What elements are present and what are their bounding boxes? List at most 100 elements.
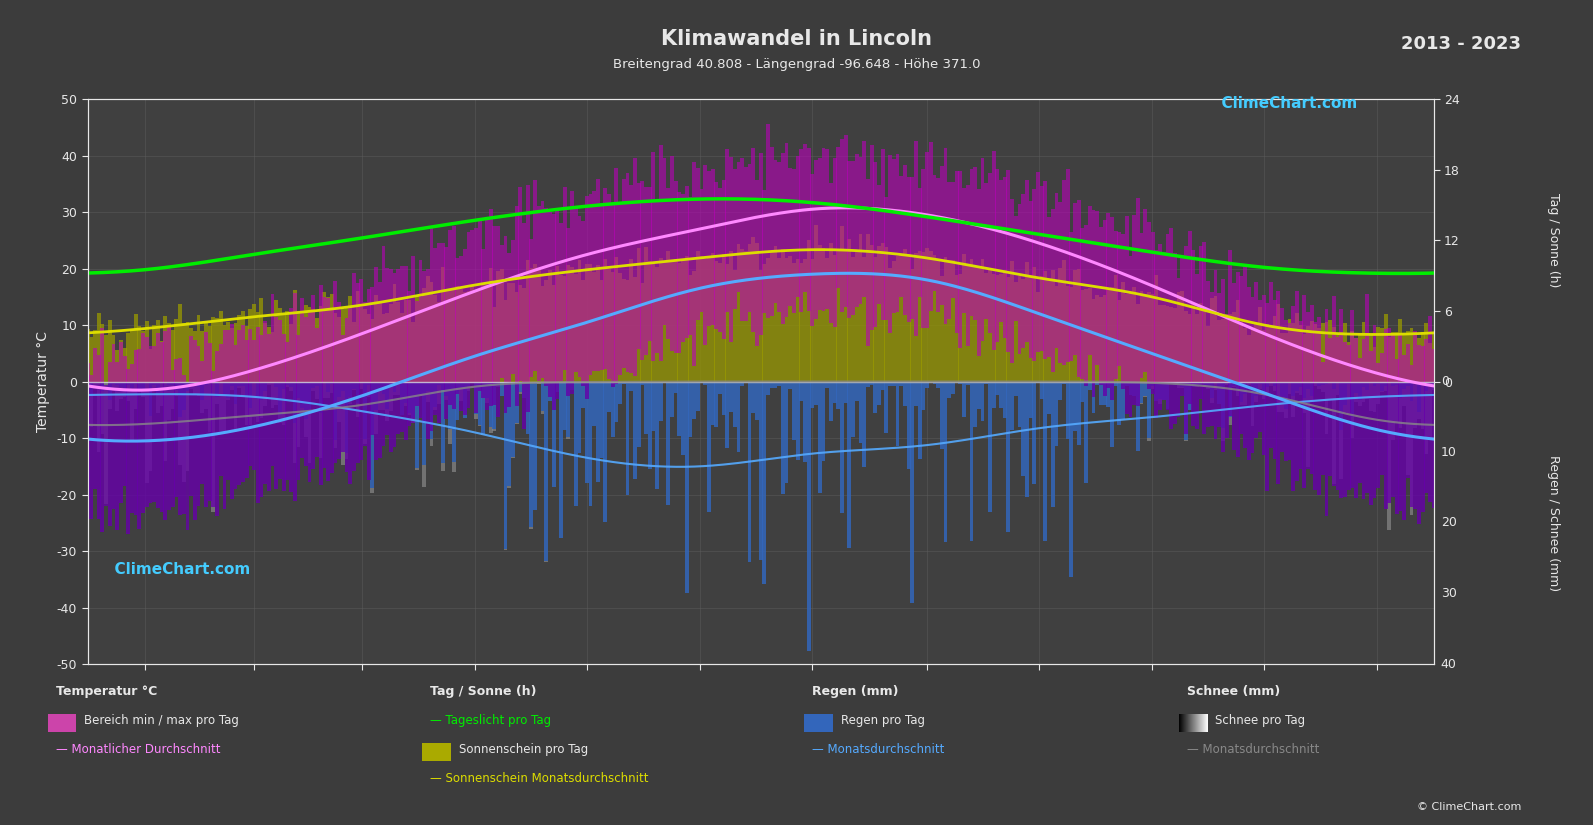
- Bar: [644, 248, 648, 381]
- Bar: [268, 327, 271, 381]
- Text: — Tageslicht pro Tag: — Tageslicht pro Tag: [430, 714, 551, 728]
- Bar: [1432, 381, 1435, 384]
- Bar: [878, 381, 881, 405]
- Bar: [411, 381, 416, 423]
- Bar: [1051, 270, 1055, 381]
- Bar: [534, 264, 537, 381]
- Bar: [1324, 381, 1329, 384]
- Bar: [1007, 277, 1010, 381]
- Bar: [256, 381, 260, 502]
- Bar: [441, 243, 444, 381]
- Bar: [1236, 391, 1239, 396]
- Bar: [1195, 381, 1200, 386]
- Bar: [1231, 381, 1236, 450]
- Bar: [1166, 381, 1169, 409]
- Bar: [632, 276, 637, 381]
- Bar: [411, 257, 416, 381]
- Bar: [1225, 314, 1228, 381]
- Bar: [699, 256, 704, 381]
- Bar: [142, 381, 145, 391]
- Bar: [322, 381, 327, 468]
- Bar: [218, 382, 223, 431]
- Bar: [948, 260, 951, 381]
- Bar: [1284, 381, 1287, 408]
- Bar: [341, 309, 344, 381]
- Bar: [691, 271, 696, 381]
- Bar: [1110, 381, 1114, 447]
- Bar: [201, 381, 204, 400]
- Bar: [940, 381, 943, 450]
- Bar: [741, 249, 744, 381]
- Bar: [610, 381, 615, 437]
- Bar: [1147, 291, 1150, 381]
- Bar: [452, 226, 456, 381]
- Bar: [1317, 318, 1321, 381]
- Bar: [792, 263, 796, 381]
- Bar: [1047, 381, 1051, 414]
- Bar: [977, 266, 981, 381]
- Bar: [685, 257, 688, 381]
- Bar: [315, 381, 319, 386]
- Bar: [884, 381, 889, 433]
- Bar: [436, 302, 441, 381]
- Bar: [355, 381, 360, 403]
- Bar: [115, 381, 119, 385]
- Bar: [1177, 278, 1180, 381]
- Bar: [615, 381, 618, 384]
- Bar: [1357, 334, 1362, 381]
- Bar: [196, 315, 201, 381]
- Bar: [507, 381, 511, 487]
- Bar: [730, 251, 733, 381]
- Bar: [1195, 274, 1200, 381]
- Bar: [1150, 295, 1155, 381]
- Bar: [430, 381, 433, 431]
- Bar: [507, 253, 511, 381]
- Bar: [215, 351, 218, 381]
- Bar: [1114, 381, 1118, 386]
- Bar: [1329, 338, 1332, 381]
- Bar: [1102, 381, 1107, 405]
- Bar: [699, 189, 704, 312]
- Bar: [811, 174, 814, 326]
- Bar: [1373, 325, 1376, 381]
- Bar: [1018, 276, 1021, 381]
- Bar: [167, 323, 170, 381]
- Bar: [610, 272, 615, 381]
- Bar: [833, 381, 836, 403]
- Bar: [1169, 381, 1172, 384]
- Bar: [481, 434, 486, 435]
- Bar: [167, 384, 170, 420]
- Bar: [1184, 381, 1188, 440]
- Text: Breitengrad 40.808 - Längengrad -96.648 - Höhe 371.0: Breitengrad 40.808 - Längengrad -96.648 …: [613, 58, 980, 71]
- Bar: [1220, 428, 1225, 441]
- Bar: [515, 381, 519, 406]
- Bar: [1427, 381, 1432, 383]
- Bar: [1166, 381, 1169, 410]
- Bar: [92, 381, 97, 384]
- Bar: [1309, 381, 1314, 474]
- Bar: [940, 276, 943, 381]
- Bar: [511, 457, 515, 459]
- Bar: [241, 381, 245, 386]
- Bar: [1376, 381, 1380, 384]
- Bar: [1066, 381, 1069, 440]
- Bar: [1066, 168, 1069, 362]
- Bar: [1161, 381, 1166, 400]
- Bar: [615, 257, 618, 381]
- Bar: [892, 261, 895, 381]
- Bar: [112, 335, 115, 381]
- Bar: [1284, 320, 1287, 381]
- Bar: [707, 257, 710, 381]
- Bar: [881, 381, 884, 390]
- Bar: [452, 381, 456, 462]
- Bar: [1313, 381, 1317, 383]
- Bar: [260, 335, 263, 381]
- Bar: [1292, 323, 1295, 381]
- Bar: [256, 313, 260, 381]
- Bar: [182, 381, 186, 410]
- Bar: [134, 384, 137, 408]
- Bar: [223, 325, 226, 381]
- Bar: [511, 240, 515, 374]
- Bar: [951, 260, 954, 381]
- Bar: [910, 381, 914, 604]
